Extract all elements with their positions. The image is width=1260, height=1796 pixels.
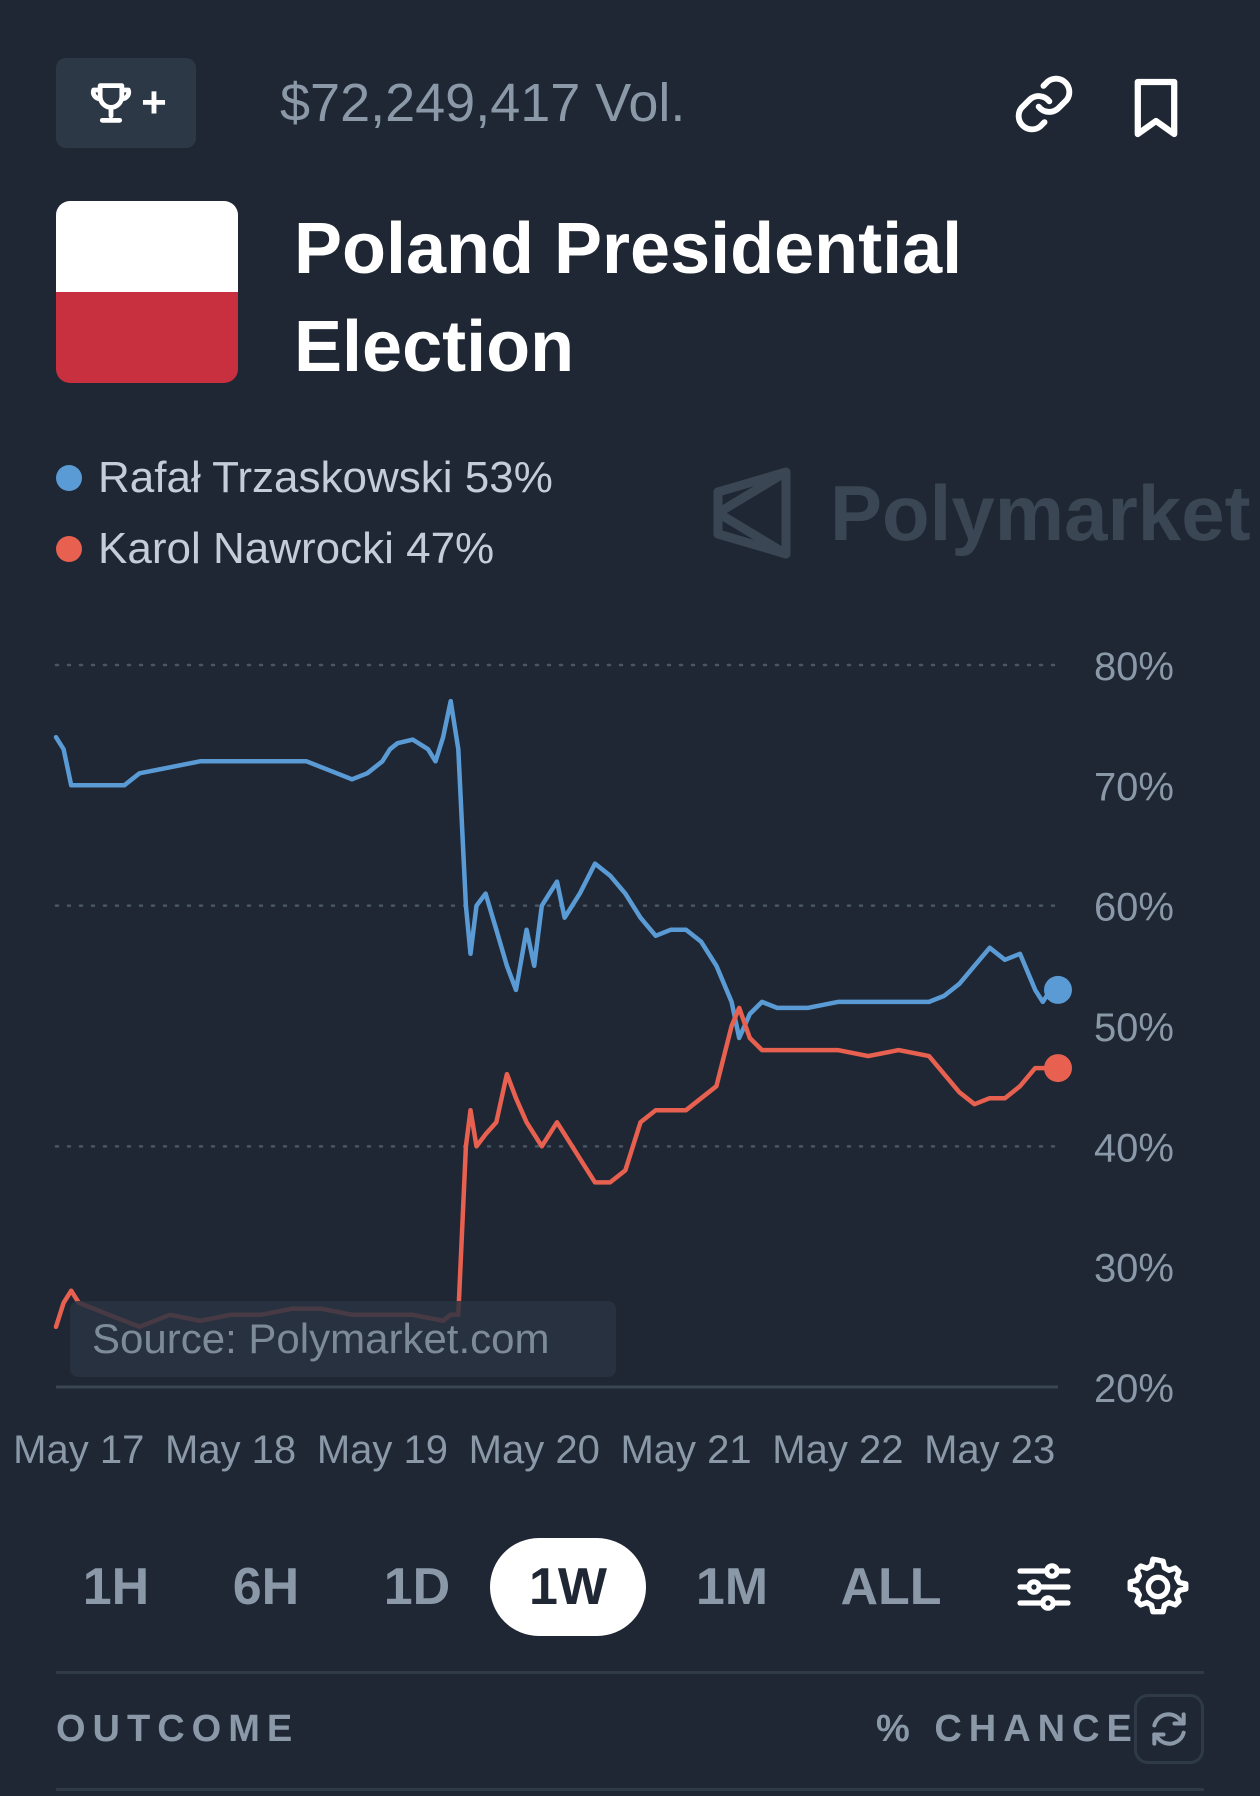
- sliders-icon: [1017, 1563, 1071, 1611]
- trophy-icon: [91, 83, 132, 123]
- legend-name: Rafał Trzaskowski: [98, 453, 453, 502]
- gear-icon: [1127, 1556, 1189, 1615]
- volume-label: $72,249,417 Vol.: [280, 73, 686, 133]
- section-divider: [56, 1788, 1204, 1791]
- chart-filters-button[interactable]: [1012, 1555, 1076, 1619]
- timeframe-selector: 1H 6H 1D 1W 1M ALL: [56, 1538, 1206, 1636]
- outcome-column-header: OUTCOME: [56, 1708, 300, 1750]
- timeframe-1d-button[interactable]: 1D: [383, 1558, 451, 1616]
- legend-dot: [56, 465, 82, 491]
- y-tick-label: 30%: [1094, 1247, 1174, 1291]
- legend-pct: 47%: [406, 524, 495, 573]
- refresh-icon: [1152, 1712, 1186, 1746]
- copy-link-button[interactable]: [1012, 72, 1076, 136]
- source-label: Source: Polymarket.com: [92, 1315, 550, 1362]
- x-tick-label: May 21: [620, 1428, 751, 1472]
- timeframe-1w-button[interactable]: 1W: [490, 1538, 646, 1636]
- x-tick-label: May 19: [317, 1428, 448, 1472]
- add-to-trophy-button[interactable]: +: [56, 58, 196, 148]
- timeframe-1m-button[interactable]: 1M: [695, 1558, 769, 1616]
- polymarket-watermark: Polymarket: [712, 466, 1251, 560]
- refresh-button[interactable]: [1134, 1694, 1204, 1764]
- series-endpoint-dot: [1044, 1054, 1072, 1083]
- legend-dot: [56, 536, 82, 562]
- y-tick-label: 60%: [1094, 886, 1174, 930]
- y-tick-label: 50%: [1094, 1006, 1174, 1050]
- source-label-background: [70, 1301, 616, 1377]
- x-tick-label: May 18: [165, 1428, 296, 1472]
- chance-column-header: % CHANCE: [876, 1708, 1139, 1750]
- legend-item-trzaskowski: Rafał Trzaskowski 53%: [56, 453, 553, 503]
- series-line: [53, 698, 1061, 1041]
- series-endpoint-dot: [1044, 975, 1072, 1004]
- x-tick-label: May 20: [469, 1428, 600, 1472]
- y-tick-label: 20%: [1094, 1367, 1174, 1411]
- x-tick-label: May 23: [924, 1428, 1055, 1472]
- y-tick-label: 70%: [1094, 765, 1174, 809]
- series-line: [53, 1005, 1061, 1330]
- trophy-plus-label: +: [141, 78, 167, 127]
- y-tick-label: 40%: [1094, 1126, 1174, 1170]
- legend-item-nawrocki: Karol Nawrocki 47%: [56, 524, 494, 574]
- y-tick-label: 80%: [1094, 645, 1174, 689]
- market-title: Poland Presidential Election: [294, 209, 963, 387]
- x-tick-label: May 17: [13, 1428, 144, 1472]
- polymarket-logo-icon: [713, 467, 791, 559]
- timeframe-6h-button[interactable]: 6H: [232, 1558, 300, 1616]
- bookmark-button[interactable]: [1130, 76, 1182, 140]
- timeframe-all-button[interactable]: ALL: [840, 1558, 942, 1616]
- legend-name: Karol Nawrocki: [98, 524, 394, 573]
- chart-settings-button[interactable]: [1124, 1553, 1192, 1621]
- timeframe-1h-button[interactable]: 1H: [82, 1558, 150, 1616]
- bookmark-icon: [1134, 78, 1178, 138]
- watermark-text: Polymarket: [830, 468, 1251, 557]
- section-divider: [56, 1671, 1204, 1674]
- poland-flag-image: [56, 201, 238, 383]
- x-tick-label: May 22: [772, 1428, 903, 1472]
- legend-pct: 53%: [464, 453, 553, 502]
- price-chart[interactable]: 80% 70% 60% 50% 40% 30% 20% Source: Polymarket…: [0, 620, 1260, 1480]
- link-icon: [1015, 75, 1073, 133]
